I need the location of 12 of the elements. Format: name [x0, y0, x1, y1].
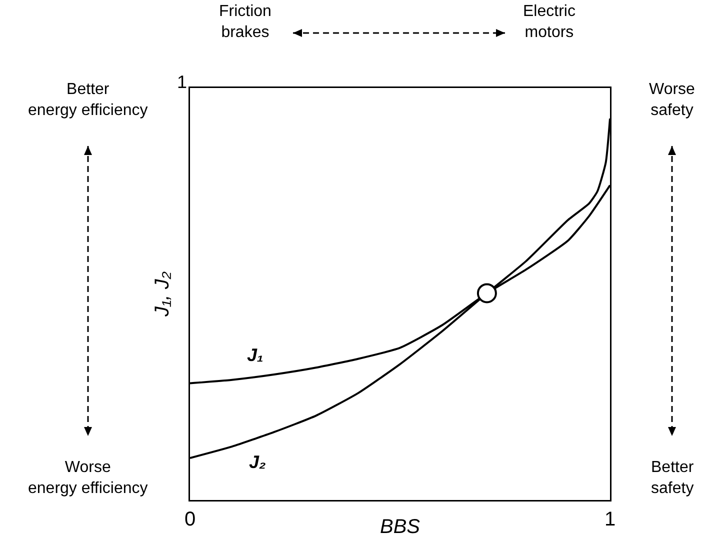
annotation: J₂: [249, 452, 266, 472]
text: Better safety: [651, 459, 694, 497]
x-axis-title: BBS: [380, 516, 421, 538]
text: 1: [177, 72, 188, 92]
text: Worse safety: [649, 81, 696, 119]
x-tick-label: 0: [184, 508, 196, 530]
text: Electric motors: [523, 3, 576, 41]
text: Friction brakes: [219, 3, 272, 41]
y-axis-title: J₁, J₂: [151, 271, 174, 318]
text: Worse energy efficiency: [28, 459, 148, 497]
annotation: J₁: [247, 345, 264, 365]
text: Better energy efficiency: [28, 81, 148, 119]
